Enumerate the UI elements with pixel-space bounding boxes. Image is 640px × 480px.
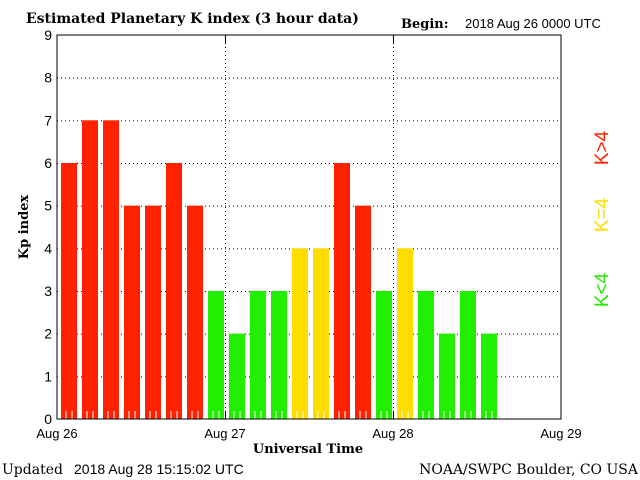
kp-bar <box>103 120 119 419</box>
updated-label: Updated <box>2 462 63 478</box>
y-tick-label: 9 <box>44 27 52 43</box>
kp-bar <box>481 333 497 419</box>
legend-k-greater-4: K>4 <box>592 130 613 165</box>
y-axis-label: Kp index <box>17 195 32 260</box>
x-tick-label: Aug 27 <box>204 426 245 441</box>
y-tick-label: 6 <box>44 155 52 171</box>
grid-lines <box>57 35 561 419</box>
x-axis-label: Universal Time <box>253 442 363 457</box>
x-tick-label: Aug 29 <box>540 426 581 441</box>
kp-bar <box>460 291 476 419</box>
kp-bar <box>124 205 140 419</box>
kp-bar <box>397 248 413 419</box>
chart-title: Estimated Planetary K index (3 hour data… <box>26 11 359 27</box>
x-tick-labels: Aug 26 Aug 27 Aug 28 Aug 29 <box>36 426 581 441</box>
kp-bar <box>250 291 266 419</box>
x-tick-label: Aug 28 <box>372 426 413 441</box>
kp-bar <box>355 205 371 419</box>
kp-bar <box>313 248 329 419</box>
x-tick-label: Aug 26 <box>36 426 77 441</box>
kp-bar <box>334 163 350 419</box>
legend-k-less-4: K<4 <box>592 272 613 307</box>
plot-frame <box>56 34 562 420</box>
kp-bar <box>208 291 224 419</box>
y-tick-label: 5 <box>44 198 52 214</box>
kp-bar <box>292 248 308 419</box>
kp-bar <box>166 163 182 419</box>
source-credit: NOAA/SWPC Boulder, CO USA <box>419 462 639 478</box>
kp-bar <box>439 333 455 419</box>
kp-bar <box>271 291 287 419</box>
y-tick-labels: 0 1 2 3 4 5 6 7 8 9 <box>44 27 52 427</box>
kp-bar <box>145 205 161 419</box>
legend-k-equal-4: K=4 <box>592 197 613 232</box>
y-tick-label: 1 <box>44 368 52 384</box>
bars <box>61 120 497 419</box>
updated-value: 2018 Aug 28 15:15:02 UTC <box>74 461 244 477</box>
y-tick-label: 2 <box>44 326 52 342</box>
kp-bar <box>229 333 245 419</box>
y-tick-label: 3 <box>44 283 52 299</box>
begin-value: 2018 Aug 26 0000 UTC <box>465 16 601 31</box>
begin-label: Begin: <box>401 17 449 32</box>
kp-bar <box>376 291 392 419</box>
kp-bar <box>61 163 77 419</box>
kp-bar <box>187 205 203 419</box>
y-tick-label: 7 <box>44 112 52 128</box>
kp-bar <box>82 120 98 419</box>
y-tick-label: 0 <box>44 411 52 427</box>
y-tick-label: 4 <box>44 240 52 256</box>
kp-bar <box>418 291 434 419</box>
y-tick-label: 8 <box>44 70 52 86</box>
